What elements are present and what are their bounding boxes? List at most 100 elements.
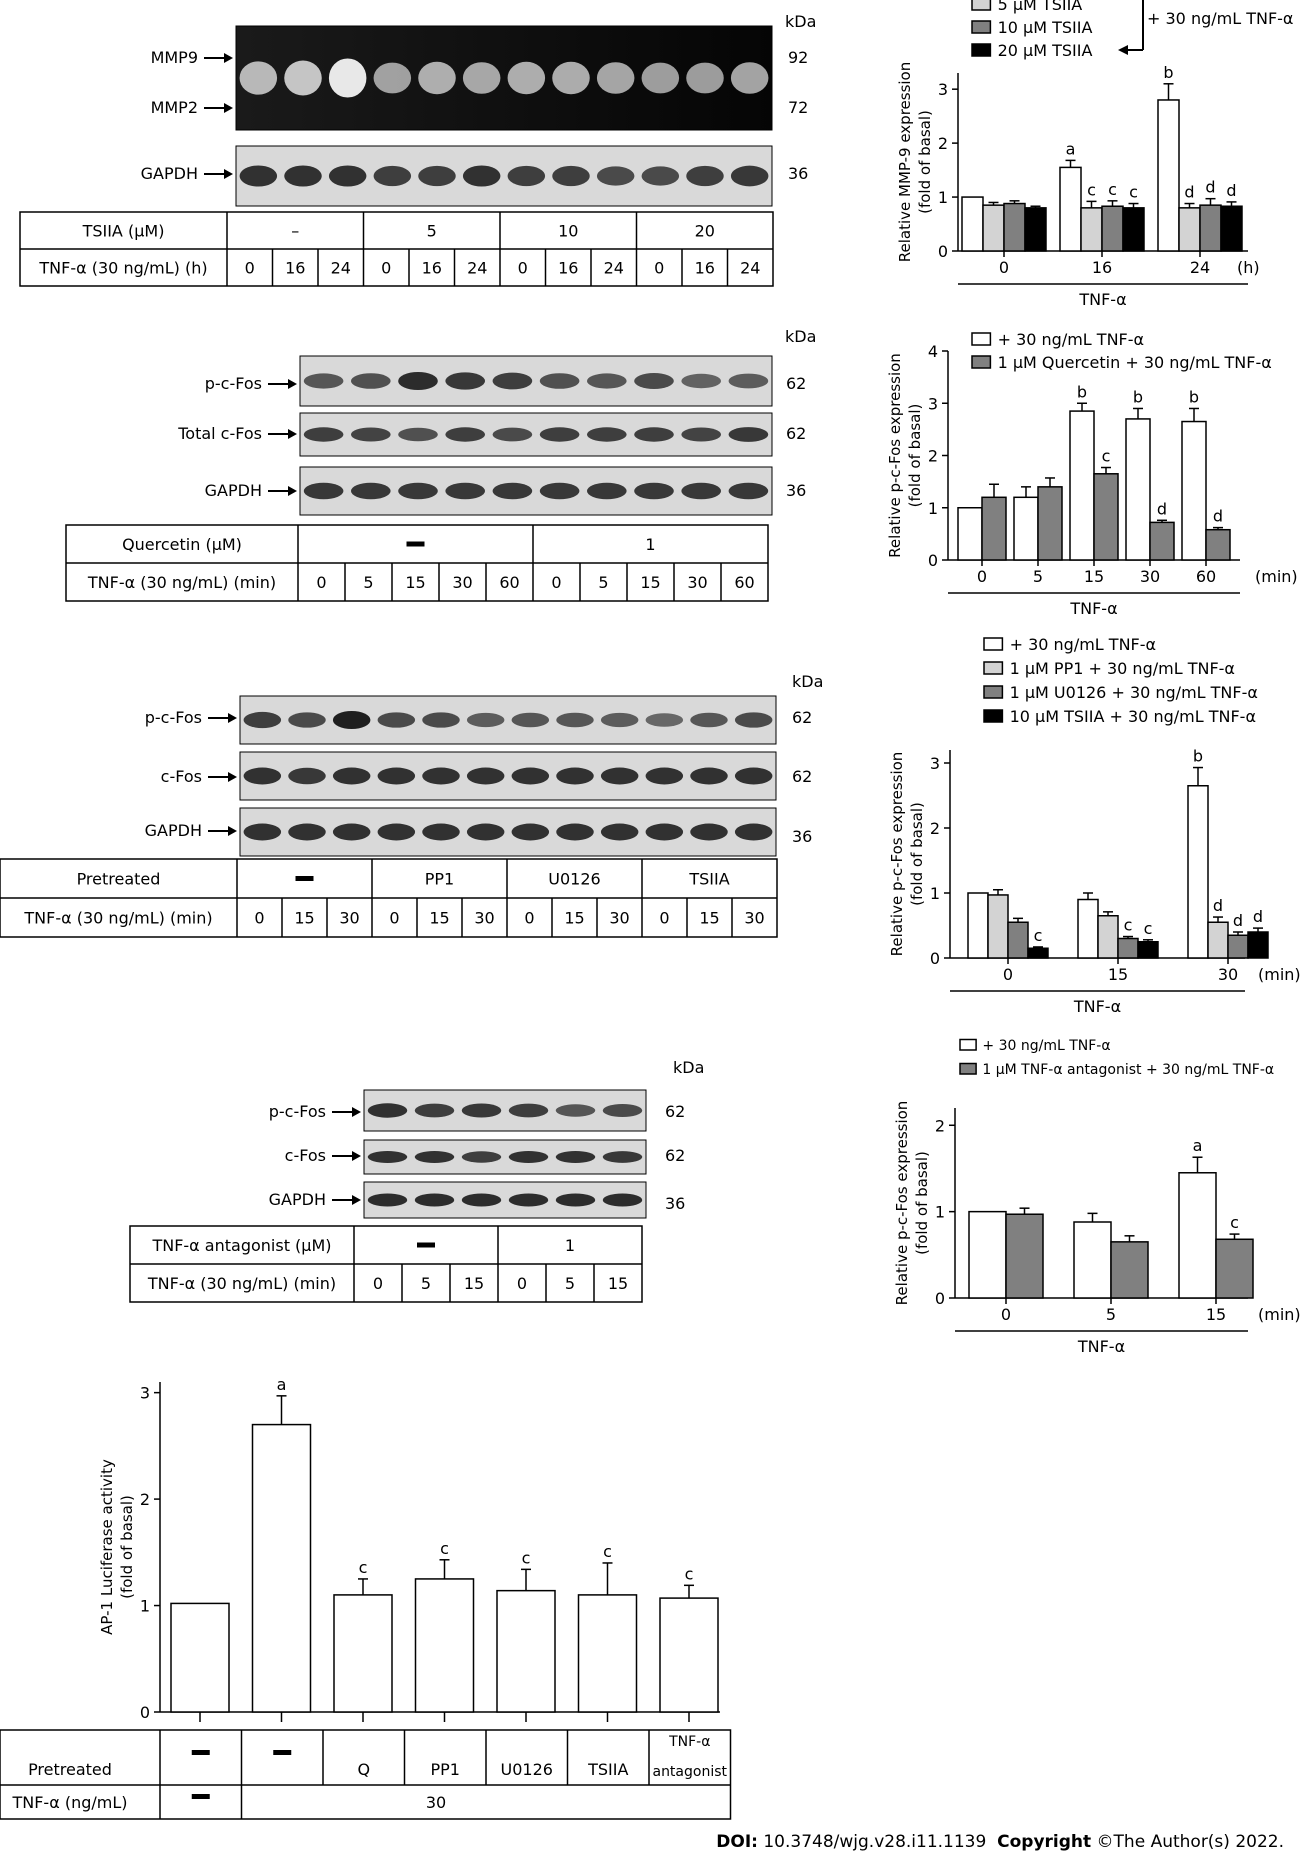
band: [332, 823, 371, 841]
bar: [1247, 931, 1269, 959]
x-tick-label: 5: [1106, 1305, 1116, 1324]
cell-value: antagonist: [652, 1764, 727, 1780]
group-label: 1: [565, 1236, 575, 1255]
band-label: p-c-Fos: [145, 708, 202, 727]
legend-swatch: [971, 20, 992, 34]
bar: [577, 1594, 638, 1713]
sig-letter: c: [359, 1558, 368, 1577]
band: [466, 712, 505, 728]
sig-letter: c: [603, 1542, 612, 1561]
band: [461, 1103, 502, 1118]
y-tick-label: 0: [140, 1703, 150, 1722]
bar: [1157, 99, 1180, 252]
kda-value: 72: [788, 98, 808, 117]
band: [462, 62, 501, 94]
dash-mark: [295, 876, 314, 881]
dash-mark: [273, 1750, 292, 1755]
band: [508, 1103, 549, 1118]
legend-label: 5 μM TSIIA: [998, 0, 1083, 14]
gapdh-blot-a: [235, 145, 773, 207]
cell-value: 5: [598, 573, 608, 592]
band: [492, 372, 533, 390]
band: [377, 712, 416, 728]
sig-letter: c: [1102, 447, 1111, 466]
table-d: TNF-α antagonist (μM) TNF-α (30 ng/mL) (m…: [129, 1225, 643, 1303]
x-unit: (min): [1258, 965, 1301, 984]
gapdh-blot-c: [239, 807, 777, 857]
band-label: c-Fos: [161, 767, 202, 786]
band-label: c-Fos: [285, 1146, 326, 1165]
band: [555, 1193, 596, 1207]
kda-value: 36: [665, 1194, 685, 1213]
kda-value: 62: [665, 1102, 685, 1121]
cell-value: 0: [654, 258, 664, 277]
table-b: Quercetin (μM) TNF-α (30 ng/mL) (min) 1 0 5 1…: [65, 524, 769, 602]
bar: [1093, 473, 1119, 561]
y-tick-label: 1: [140, 1597, 150, 1616]
band: [690, 767, 728, 785]
bar: [1101, 205, 1124, 252]
band: [367, 1103, 408, 1118]
chart-e: 0 1 2 3 AP-1 Luciferase activity (fold of bas…: [98, 1375, 720, 1722]
band-arrow-head: [224, 169, 233, 179]
y-label-unit: (fold of basal): [916, 110, 934, 214]
sig-letter: c: [440, 1539, 449, 1558]
y-tick-label: 3: [140, 1384, 150, 1403]
bar: [1178, 1172, 1217, 1299]
band: [284, 60, 322, 96]
band: [641, 166, 680, 186]
band: [602, 1103, 643, 1118]
band: [377, 823, 416, 841]
sig-letter: d: [1213, 507, 1223, 526]
sig-letter: d: [1184, 183, 1194, 202]
band: [555, 1151, 596, 1163]
total-cfos-blot-b: [299, 412, 773, 457]
band: [422, 823, 460, 841]
cfos-blot-c-membrane: [239, 751, 777, 801]
bar: [1097, 915, 1119, 959]
kda-value: 62: [792, 767, 812, 786]
y-label-unit: (fold of basal): [913, 1151, 931, 1255]
cell-value: 24: [331, 258, 351, 277]
band-label: Total c-Fos: [177, 424, 262, 443]
bar: [1037, 486, 1063, 561]
table-c: Pretreated TNF-α (30 ng/mL) (min) PP1 U0126…: [0, 858, 778, 938]
band: [602, 1151, 643, 1163]
bar: [1149, 521, 1175, 561]
band: [288, 767, 326, 785]
band: [243, 767, 282, 785]
bar: [1215, 1238, 1254, 1299]
legend-swatch: [983, 637, 1004, 651]
band: [681, 482, 722, 500]
band: [730, 62, 769, 94]
band: [511, 712, 550, 728]
copyright: ©The Author(s) 2022.: [1096, 1832, 1284, 1852]
sig-letter: a: [277, 1375, 287, 1394]
band: [466, 767, 505, 785]
legend-a: 5 μM TSIIA 10 μM TSIIA 20 μM TSIIA: [971, 0, 1092, 60]
bar: [496, 1589, 556, 1713]
x-tick-label: 15: [1206, 1305, 1226, 1324]
band: [600, 767, 639, 785]
band-label: p-c-Fos: [269, 1102, 326, 1121]
x-tick-label: 0: [999, 258, 1009, 277]
cell-value: 15: [294, 908, 314, 927]
band: [398, 372, 438, 390]
band: [508, 1193, 549, 1207]
band-arrow-head: [228, 713, 237, 723]
x-label: TNF-α: [1069, 599, 1117, 618]
band: [511, 767, 550, 785]
gapdh-blot-b: [299, 466, 773, 516]
band: [681, 373, 722, 389]
sig-letter: b: [1133, 387, 1143, 406]
x-tick-label: 30: [1140, 567, 1160, 586]
band: [556, 712, 594, 728]
band: [539, 373, 580, 389]
band: [539, 427, 580, 442]
group-label: 10: [558, 221, 578, 240]
band-arrow-head: [288, 486, 297, 496]
bar: [1187, 785, 1209, 959]
cell-value: 5: [363, 573, 373, 592]
band: [492, 427, 533, 442]
band: [373, 165, 412, 187]
